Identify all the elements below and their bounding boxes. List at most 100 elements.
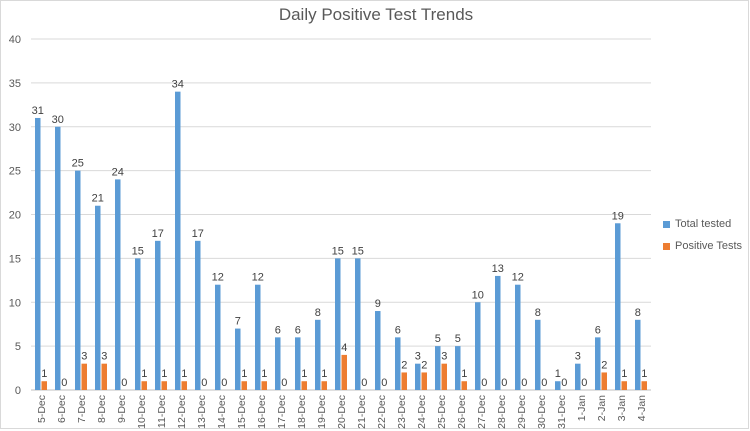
x-tick-label: 10-Dec	[136, 395, 148, 429]
x-tick-label: 18-Dec	[296, 395, 308, 429]
data-label: 17	[192, 228, 204, 240]
bar	[115, 179, 121, 390]
data-label: 19	[612, 210, 624, 222]
bar	[321, 381, 327, 390]
x-tick-label: 2-Jan	[596, 395, 608, 421]
bar	[181, 381, 187, 390]
bar	[515, 284, 521, 390]
x-tick-label: 22-Dec	[376, 395, 388, 429]
data-label: 12	[252, 272, 264, 284]
data-label: 15	[352, 245, 364, 257]
y-tick-label: 5	[15, 341, 21, 353]
x-tick-label: 17-Dec	[276, 395, 288, 429]
bar	[195, 240, 201, 390]
bar	[435, 346, 441, 390]
y-tick-label: 0	[15, 385, 21, 397]
bar	[415, 363, 421, 390]
data-label: 0	[521, 377, 527, 389]
bar	[301, 381, 307, 390]
bar	[441, 363, 447, 390]
data-label: 8	[315, 307, 321, 319]
data-label: 34	[172, 79, 184, 91]
data-label: 7	[235, 316, 241, 328]
x-tick-label: 5-Dec	[36, 395, 48, 423]
data-label: 9	[375, 298, 381, 310]
data-label: 3	[415, 351, 421, 363]
data-label: 0	[381, 377, 387, 389]
bar	[81, 363, 87, 390]
x-tick-label: 19-Dec	[316, 395, 328, 429]
data-label: 0	[561, 377, 567, 389]
data-label: 2	[421, 359, 427, 371]
bar	[601, 372, 607, 390]
data-label: 6	[595, 324, 601, 336]
data-label: 8	[535, 307, 541, 319]
data-label: 3	[575, 351, 581, 363]
legend-label-positive-tests: Positive Tests	[675, 240, 743, 252]
x-tick-label: 9-Dec	[116, 395, 128, 423]
y-tick-label: 25	[9, 166, 21, 178]
bar	[421, 372, 427, 390]
data-label: 0	[361, 377, 367, 389]
data-label: 0	[201, 377, 207, 389]
bar	[475, 302, 481, 390]
x-tick-label: 3-Jan	[616, 395, 628, 421]
x-tick-label: 16-Dec	[256, 395, 268, 429]
bar	[315, 319, 321, 390]
x-tick-label: 26-Dec	[456, 395, 468, 429]
data-label: 6	[275, 324, 281, 336]
data-label: 2	[401, 359, 407, 371]
data-label: 12	[212, 272, 224, 284]
data-label: 1	[141, 368, 147, 380]
x-tick-label: 1-Jan	[576, 395, 588, 421]
y-tick-label: 15	[9, 253, 21, 265]
x-tick-label: 28-Dec	[496, 395, 508, 429]
y-tick-label: 30	[9, 122, 21, 134]
data-label: 2	[601, 359, 607, 371]
data-label: 0	[581, 377, 587, 389]
bar	[141, 381, 147, 390]
x-tick-label: 25-Dec	[436, 395, 448, 429]
data-label: 4	[341, 342, 347, 354]
data-label: 1	[181, 368, 187, 380]
legend-swatch-positive-tests	[663, 242, 670, 250]
data-label: 21	[92, 193, 104, 205]
data-label: 0	[541, 377, 547, 389]
bar	[41, 381, 47, 390]
legend-item-positive-tests: Positive Tests	[663, 235, 742, 257]
data-label: 3	[441, 351, 447, 363]
data-label: 13	[492, 263, 504, 275]
data-label: 1	[461, 368, 467, 380]
data-label: 1	[321, 368, 327, 380]
data-label: 3	[81, 351, 87, 363]
bar	[75, 170, 81, 390]
data-label: 0	[221, 377, 227, 389]
data-label: 1	[301, 368, 307, 380]
data-label: 10	[472, 289, 484, 301]
data-label: 31	[32, 105, 44, 117]
data-label: 5	[435, 333, 441, 345]
y-tick-label: 35	[9, 78, 21, 90]
bar	[575, 363, 581, 390]
data-label: 15	[132, 245, 144, 257]
data-label: 24	[112, 166, 124, 178]
data-label: 5	[455, 333, 461, 345]
data-label: 1	[41, 368, 47, 380]
x-tick-label: 30-Dec	[536, 395, 548, 429]
data-label: 8	[635, 307, 641, 319]
chart-legend: Total tested Positive Tests	[663, 213, 742, 257]
bar	[595, 337, 601, 390]
bar	[235, 328, 241, 390]
x-tick-label: 8-Dec	[96, 395, 108, 423]
legend-swatch-total-tested	[663, 220, 670, 228]
data-label: 1	[555, 368, 561, 380]
bar	[635, 319, 641, 390]
bar	[241, 381, 247, 390]
chart-title: Daily Positive Test Trends	[278, 5, 474, 24]
x-tick-label: 23-Dec	[396, 395, 408, 429]
bar	[295, 337, 301, 390]
bar	[375, 311, 381, 390]
x-tick-label: 31-Dec	[556, 395, 568, 429]
